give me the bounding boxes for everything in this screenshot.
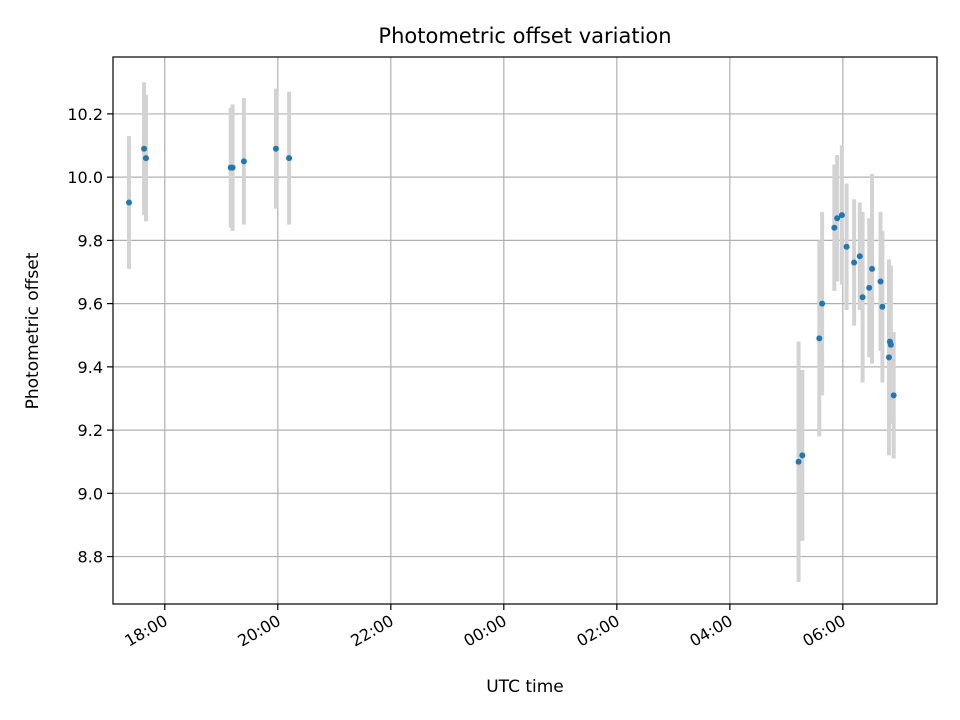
data-point xyxy=(866,284,873,291)
y-tick-label: 9.2 xyxy=(78,421,103,440)
data-point xyxy=(856,253,863,260)
data-point xyxy=(869,265,876,272)
data-point xyxy=(816,335,823,342)
data-point xyxy=(843,243,850,250)
y-tick-label: 9.4 xyxy=(78,358,103,377)
data-point xyxy=(819,300,826,307)
chart-title: Photometric offset variation xyxy=(378,24,671,48)
data-point xyxy=(887,341,894,348)
y-tick-label: 8.8 xyxy=(78,548,103,567)
data-point xyxy=(142,155,149,162)
data-point xyxy=(795,458,802,465)
x-axis-label: UTC time xyxy=(486,677,564,697)
data-point xyxy=(834,215,841,222)
data-point xyxy=(229,164,236,171)
data-point xyxy=(885,354,892,361)
data-point xyxy=(890,392,897,399)
data-point xyxy=(877,278,884,285)
y-tick-label: 9.8 xyxy=(78,231,103,250)
y-axis-label: Photometric offset xyxy=(23,252,43,409)
data-point xyxy=(851,259,858,266)
y-tick-label: 10.0 xyxy=(67,168,103,187)
data-point xyxy=(126,199,133,206)
data-point xyxy=(859,294,866,301)
y-tick-label: 10.2 xyxy=(67,105,103,124)
data-point xyxy=(799,452,806,459)
y-tick-label: 9.0 xyxy=(78,484,103,503)
y-axis-ticks: 8.8 9.0 9.2 9.4 9.6 9.8 10.0 10.2 xyxy=(67,105,113,567)
data-points xyxy=(126,145,897,465)
data-point xyxy=(286,155,293,162)
data-point xyxy=(838,212,845,219)
data-point xyxy=(141,145,148,152)
data-point xyxy=(879,303,886,310)
plot-frame xyxy=(112,56,938,605)
data-point xyxy=(831,224,838,231)
y-tick-label: 9.6 xyxy=(78,295,103,314)
data-point xyxy=(240,158,247,165)
data-point xyxy=(272,145,279,152)
